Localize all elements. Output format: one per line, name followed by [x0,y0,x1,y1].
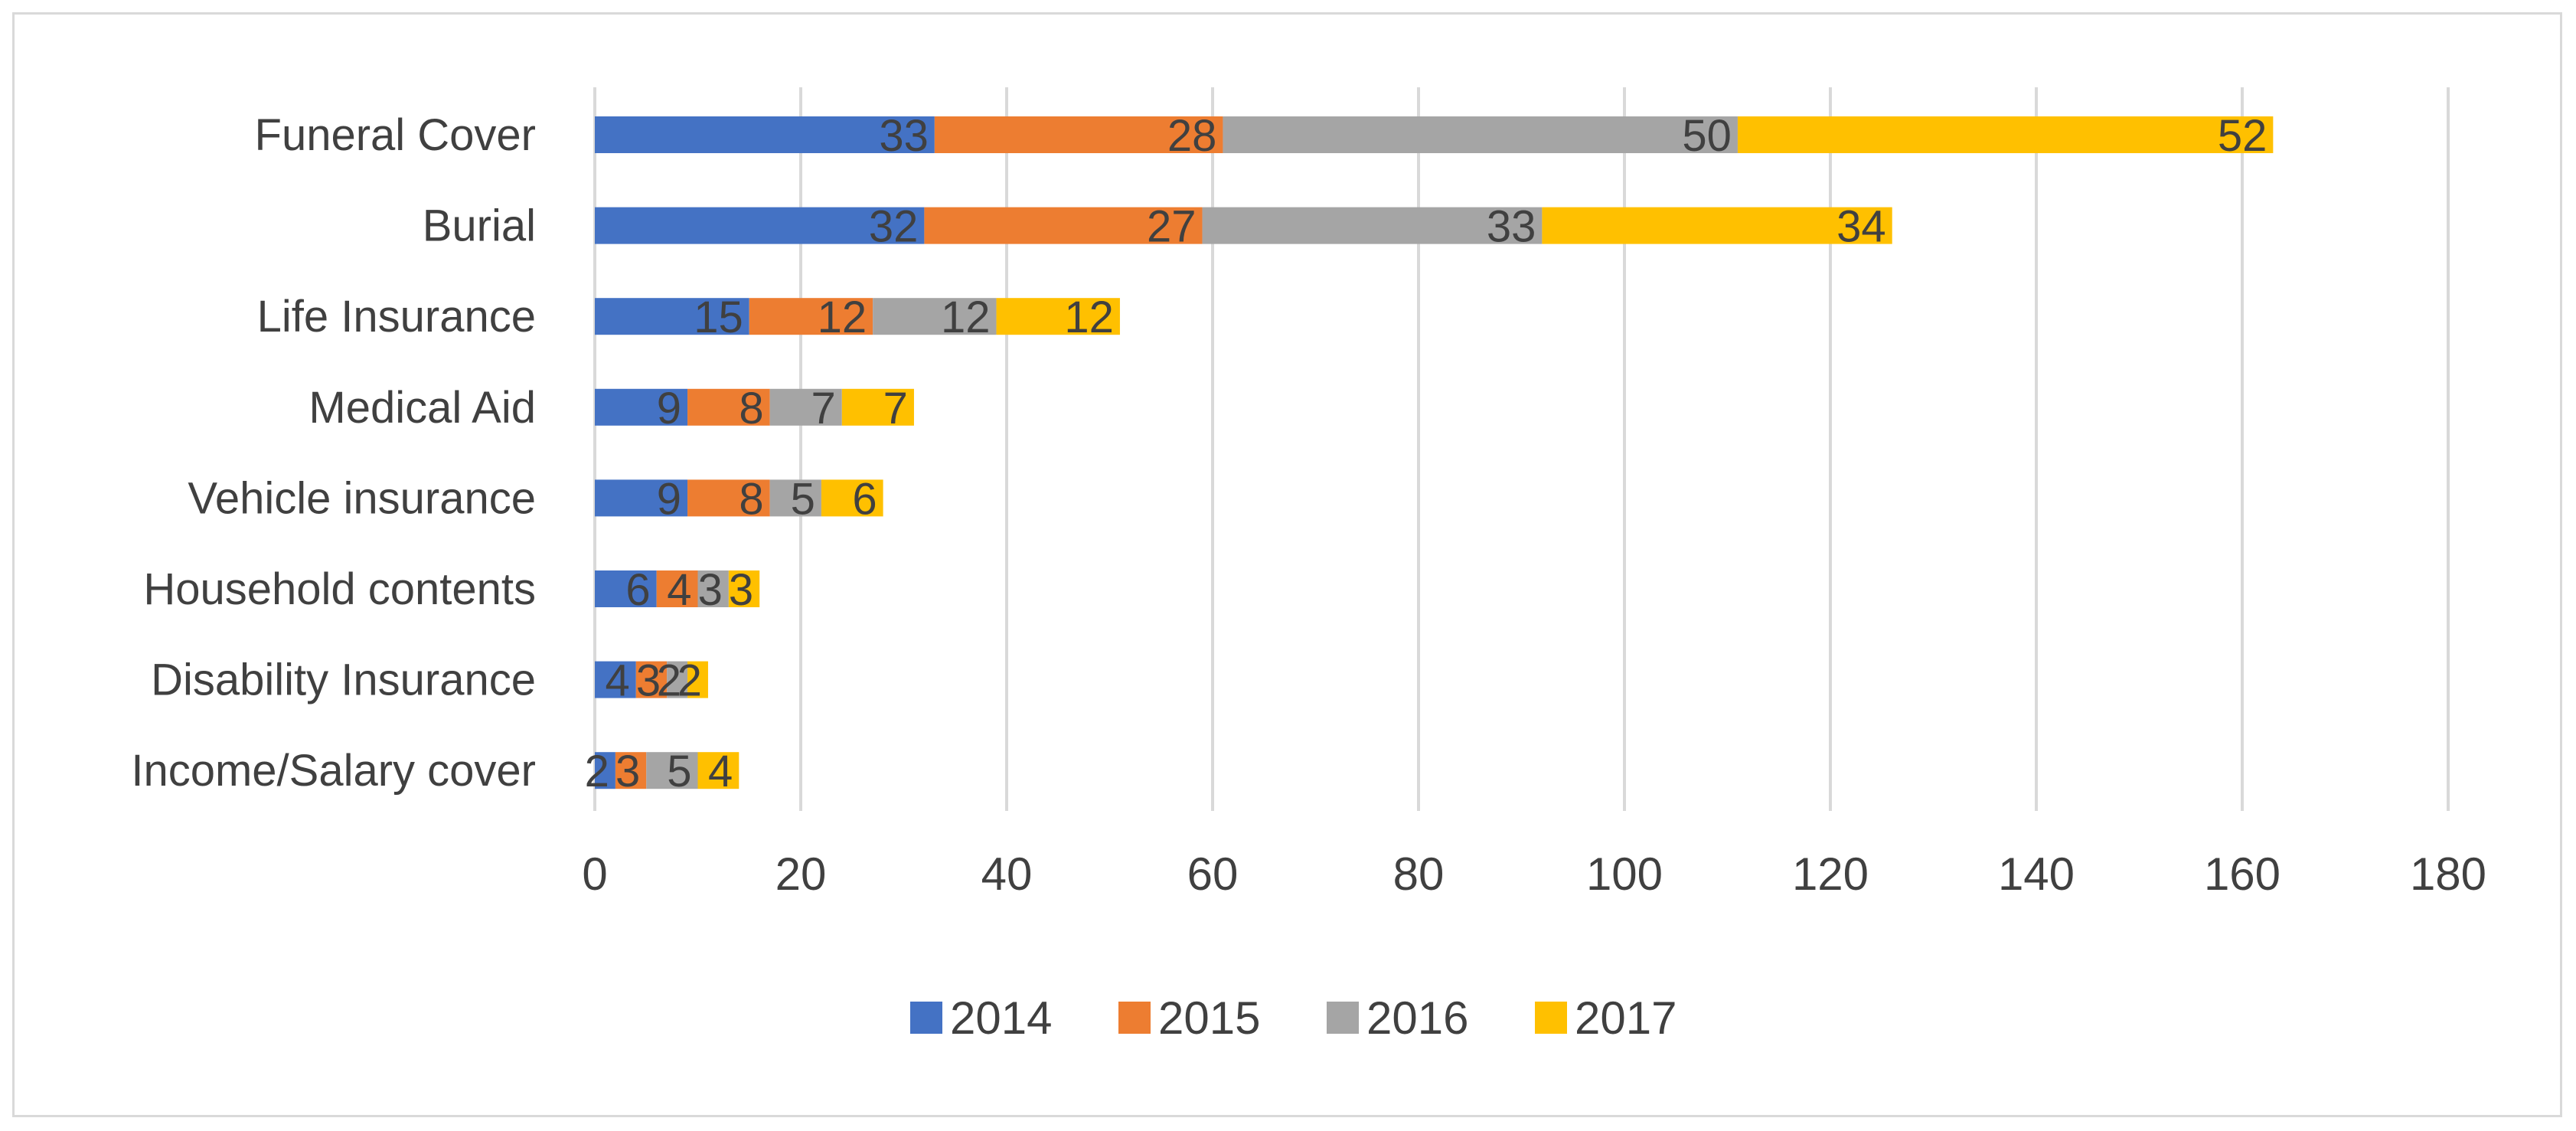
category-label: Funeral Cover [255,110,536,160]
category-label: Household contents [143,564,536,614]
bar-segment-2014 [595,298,749,335]
stacked-bar-chart: Funeral Cover Burial Life Insurance Medical… [131,87,2486,1044]
legend-label: 2014 [950,992,1052,1044]
data-label: 3 [729,565,753,615]
x-tick-label: 100 [1586,848,1663,900]
legend-label: 2016 [1366,992,1468,1044]
bar-segment-2014 [595,752,615,789]
bar-segment-2017 [821,479,883,517]
data-label: 8 [739,384,763,433]
category-labels: Funeral Cover Burial Life Insurance Medical… [131,110,536,796]
bar-segment-2016 [873,298,997,335]
legend-label: 2015 [1158,992,1260,1044]
bar-segment-2014 [595,479,688,517]
data-label: 12 [1064,293,1114,342]
bar-segment-2016 [1202,207,1543,244]
x-tick-label: 160 [2204,848,2281,900]
data-label: 6 [852,474,877,524]
data-label: 28 [1167,111,1217,161]
data-label: 9 [657,384,681,433]
legend-swatch [1327,1002,1359,1034]
bar-segment-2016 [1223,116,1738,153]
bar-segment-2015 [934,116,1223,153]
data-label: 6 [625,565,650,615]
x-tick-label: 180 [2410,848,2486,900]
data-label: 34 [1837,202,1886,252]
data-label: 27 [1147,202,1197,252]
data-label: 4 [667,565,691,615]
bar-segment-2014 [595,116,935,153]
bar-segment-2017 [1737,116,2274,153]
data-label: 3 [615,747,640,796]
x-tick-label: 20 [775,848,827,900]
bar-segment-2014 [595,570,657,607]
bar-segment-2017 [996,298,1120,335]
data-label: 33 [1487,202,1536,252]
bar-segment-2016 [769,388,842,426]
legend-swatch [910,1002,942,1034]
x-tick-label: 60 [1187,848,1239,900]
bar-series [595,116,2274,789]
data-label: 5 [791,474,815,524]
x-tick-label: 120 [1792,848,1869,900]
data-label: 52 [2218,111,2267,161]
data-label: 50 [1682,111,1732,161]
x-axis-tick-labels: 0 20 40 60 80 100 120 140 160 180 [582,848,2486,900]
data-label: 15 [694,293,743,342]
data-label: 33 [879,111,929,161]
x-tick-label: 40 [981,848,1033,900]
data-label: 4 [708,747,733,796]
legend-swatch [1535,1002,1567,1034]
bar-segment-2015 [749,298,873,335]
bar-segment-2015 [656,570,698,607]
bar-segment-2017 [687,661,708,698]
bar-segment-2016 [667,661,688,698]
chart-frame: Funeral Cover Burial Life Insurance Medical… [12,12,2562,1117]
data-label: 8 [739,474,763,524]
category-label: Vehicle insurance [188,473,536,523]
gridlines [593,87,2450,811]
data-label: 4 [606,656,630,706]
data-label: 7 [811,384,836,433]
data-label: 7 [883,384,908,433]
x-tick-label: 0 [582,848,607,900]
bar-segment-2015 [687,479,770,517]
data-label: 32 [869,202,919,252]
bar-segment-2016 [697,570,729,607]
legend-swatch [1118,1002,1151,1034]
category-label: Burial [423,201,536,251]
bar-segment-2017 [1542,207,1892,244]
bar-segment-2015 [924,207,1203,244]
bar-segment-2015 [615,752,647,789]
bar-segment-2017 [728,570,760,607]
data-label: 3 [698,565,723,615]
x-tick-label: 140 [1998,848,2075,900]
bar-segment-2017 [697,752,739,789]
bar-segment-2014 [595,661,636,698]
category-label: Income/Salary cover [131,746,536,796]
data-label: 2 [585,747,609,796]
bar-segment-2015 [635,661,668,698]
bar-segment-2014 [595,388,688,426]
bar-segment-2017 [841,388,914,426]
bar-segment-2016 [646,752,698,789]
data-label: 12 [818,293,867,342]
category-label: Disability Insurance [151,655,536,705]
data-label: 12 [941,293,991,342]
data-label: 5 [667,747,691,796]
data-label: 2 [677,656,702,706]
bar-segment-2016 [769,479,821,517]
data-label: 2 [657,656,681,706]
category-label: Life Insurance [257,292,536,342]
bar-segment-2014 [595,207,925,244]
bar-segment-2015 [687,388,770,426]
category-label: Medical Aid [309,383,536,433]
legend-label: 2017 [1575,992,1677,1044]
legend: 2014 2015 2016 2017 [910,992,1677,1044]
data-label: 9 [657,474,681,524]
x-tick-label: 80 [1393,848,1445,900]
data-label: 3 [636,656,661,706]
